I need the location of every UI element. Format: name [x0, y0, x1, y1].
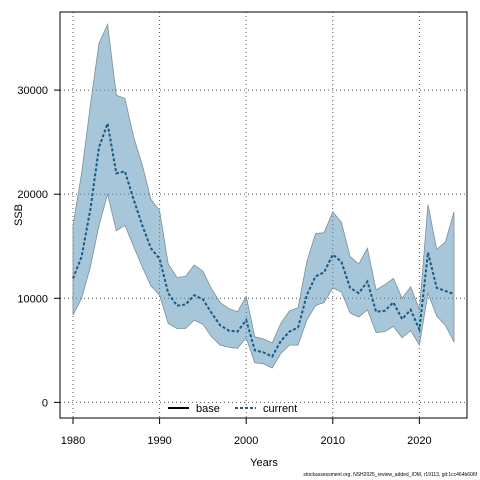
y-axis-title: SSB	[13, 204, 25, 226]
y-tick-label-1: 10000	[17, 293, 48, 305]
footer-credit: stockassessment.org, NSH2025_review_adde…	[303, 472, 477, 478]
x-axis: 1980 1990 2000 2010 2020	[61, 418, 432, 447]
x-tick-label-4: 2020	[407, 435, 431, 447]
y-tick-label-2: 20000	[17, 189, 48, 201]
series-line-current	[72, 119, 455, 358]
x-tick-label-2: 2000	[234, 435, 258, 447]
plot-frame	[59, 11, 468, 419]
x-axis-title: Years	[250, 457, 278, 469]
x-tick-label-1: 1990	[147, 435, 171, 447]
x-tick-label-3: 2010	[321, 435, 345, 447]
y-tick-label-3: 30000	[17, 85, 48, 97]
confidence-band-area	[72, 23, 455, 369]
legend: base current	[168, 403, 297, 415]
legend-label-base: base	[196, 403, 220, 415]
y-axis: 0 10000 20000 30000	[17, 85, 60, 409]
legend-label-current: current	[263, 403, 297, 415]
confidence-band	[72, 23, 455, 369]
series-lines	[72, 119, 455, 358]
y-tick-label-0: 0	[42, 397, 48, 409]
x-tick-label-0: 1980	[61, 435, 85, 447]
